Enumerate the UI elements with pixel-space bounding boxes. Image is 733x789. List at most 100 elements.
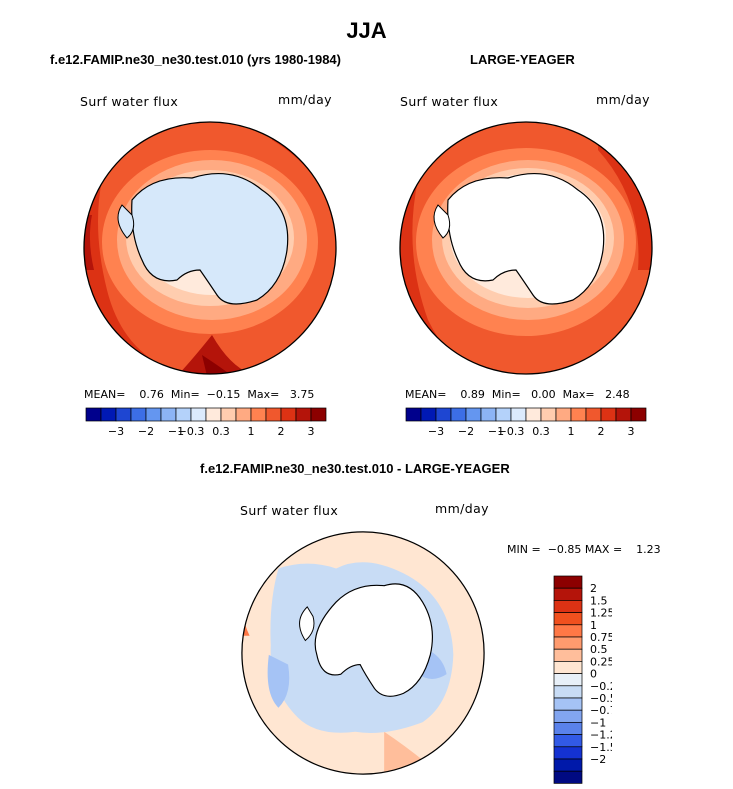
right-colorbar-tick-label: 3 xyxy=(628,425,635,438)
diff-colorbar-box xyxy=(553,697,583,711)
right-map-border xyxy=(399,121,653,375)
right-mean-label: MEAN= xyxy=(405,388,447,401)
diff-colorbar-tick-label: 2 xyxy=(590,582,597,595)
left-colorbar-box xyxy=(205,407,222,422)
diff-map-negative-patch-1 xyxy=(267,654,290,708)
right-colorbar-box xyxy=(540,407,557,422)
left-colorbar-tick-label: −3 xyxy=(108,425,124,438)
left-colorbar-box xyxy=(280,407,297,422)
diff-colorbar-box xyxy=(553,661,583,674)
right-colorbar-box xyxy=(570,407,587,422)
right-colorbar-tick-label: 2 xyxy=(598,425,605,438)
diff-colorbar-tick-label: 0.5 xyxy=(590,643,608,656)
left-colorbar-box xyxy=(235,407,252,422)
left-colorbar-box xyxy=(145,407,162,422)
diff-colorbar-tick-label: −1.5 xyxy=(590,741,612,754)
diff-variable-label: Surf water flux xyxy=(240,503,339,518)
right-colorbar-box xyxy=(465,407,482,422)
left-colorbar-box xyxy=(265,407,282,422)
diff-colorbar-tick-label: −2 xyxy=(590,753,606,766)
right-stats: MEAN= 0.89 Min= 0.00 Max= 2.48 xyxy=(405,388,630,401)
diff-colorbar-box xyxy=(553,685,583,699)
left-mean-label: MEAN= xyxy=(84,388,126,401)
diff-colorbar-box xyxy=(553,624,583,638)
diff-colorbar-tick-label: 1 xyxy=(590,619,597,632)
right-map-peninsula xyxy=(433,204,451,239)
diff-colorbar-tick-label: 0 xyxy=(590,668,597,681)
diff-colorbar-tick-label: 0.75 xyxy=(590,631,612,644)
left-colorbar-box xyxy=(115,407,132,422)
diff-colorbar-tick-label: 1.25 xyxy=(590,607,612,620)
right-polar-map xyxy=(399,121,653,375)
diff-min-value: −0.85 xyxy=(547,543,582,556)
diff-colorbar-box xyxy=(553,722,583,735)
diff-colorbar-tick-label: 0.25 xyxy=(590,655,612,668)
left-map-band-south xyxy=(177,335,257,374)
left-colorbar-box xyxy=(190,407,207,422)
left-map-antarctica xyxy=(131,172,289,305)
left-min-value: −0.15 xyxy=(206,388,241,401)
diff-colorbar: 21.51.2510.750.50.250−0.25−0.5−0.75−1−1.… xyxy=(553,575,612,784)
diff-colorbar-box xyxy=(553,758,583,772)
left-max-value: 3.75 xyxy=(289,388,315,401)
diff-map-border xyxy=(241,531,485,775)
left-map-border xyxy=(83,121,337,375)
diff-colorbar-box xyxy=(553,673,583,687)
right-map-antarctica xyxy=(447,172,605,305)
diff-colorbar-tick-label: −1 xyxy=(590,716,606,729)
right-panel-title: LARGE-YEAGER xyxy=(470,52,575,67)
right-colorbar-box xyxy=(630,407,647,422)
left-map-peninsula xyxy=(117,204,135,239)
right-variable-label: Surf water flux xyxy=(400,94,499,109)
diff-colorbar-box xyxy=(553,575,583,589)
right-colorbar-box xyxy=(435,407,452,422)
left-min-label: Min= xyxy=(170,388,200,401)
right-colorbar-tick-label: 0.3 xyxy=(532,425,550,438)
left-colorbar-tick-label: 3 xyxy=(308,425,315,438)
left-stats: MEAN= 0.76 Min= −0.15 Max= 3.75 xyxy=(84,388,314,401)
diff-colorbar-box xyxy=(553,612,583,626)
diff-min-label: MIN = xyxy=(507,543,541,556)
left-panel-title: f.e12.FAMIP.ne30_ne30.test.010 (yrs 1980… xyxy=(50,52,341,67)
diff-stats: MIN = −0.85 MAX = 1.23 xyxy=(507,543,661,556)
right-colorbar-box xyxy=(525,407,542,422)
right-colorbar-box xyxy=(510,407,527,422)
right-colorbar-box xyxy=(420,407,437,422)
left-colorbar-box xyxy=(295,407,312,422)
right-colorbar-box xyxy=(450,407,467,422)
right-colorbar-box xyxy=(600,407,617,422)
right-max-value: 2.48 xyxy=(605,388,630,401)
left-colorbar-box xyxy=(85,407,102,422)
left-colorbar-box xyxy=(100,407,117,422)
diff-map-antarctica xyxy=(314,583,433,697)
diff-panel-title: f.e12.FAMIP.ne30_ne30.test.010 - LARGE-Y… xyxy=(200,461,510,476)
left-max-label: Max= xyxy=(247,388,280,401)
left-colorbar-tick-label: 0.3 xyxy=(212,425,230,438)
diff-max-value: 1.23 xyxy=(636,543,661,556)
right-colorbar-box xyxy=(555,407,572,422)
left-colorbar-tick-label: −2 xyxy=(138,425,154,438)
left-colorbar-box xyxy=(250,407,267,422)
diff-colorbar-box xyxy=(553,587,583,601)
right-colorbar-box xyxy=(480,407,497,422)
diff-colorbar-tick-label: −0.25 xyxy=(590,680,612,693)
right-colorbar-box xyxy=(585,407,602,422)
right-colorbar-tick-label: −1 xyxy=(488,425,504,438)
left-colorbar-tick-label: 1 xyxy=(248,425,255,438)
diff-colorbar-box xyxy=(553,746,583,760)
left-colorbar-box xyxy=(130,407,147,422)
right-colorbar-box xyxy=(405,407,422,422)
left-polar-map xyxy=(83,121,337,375)
right-min-label: Min= xyxy=(491,388,521,401)
diff-colorbar-tick-label: −1.25 xyxy=(590,729,612,742)
right-max-label: Max= xyxy=(562,388,595,401)
left-colorbar-tick-label: −1 xyxy=(168,425,184,438)
diff-colorbar-box xyxy=(553,648,583,662)
right-colorbar-tick-label: −0.3 xyxy=(498,425,525,438)
diff-polar-map xyxy=(241,531,485,775)
diff-map-peninsula xyxy=(299,606,315,642)
right-colorbar-tick-label: −3 xyxy=(428,425,444,438)
right-colorbar: −3 −2 −1−0.3 0.3 1 2 3 xyxy=(405,407,647,438)
diff-colorbar-box xyxy=(553,770,583,784)
diff-colorbar-box xyxy=(553,709,583,723)
